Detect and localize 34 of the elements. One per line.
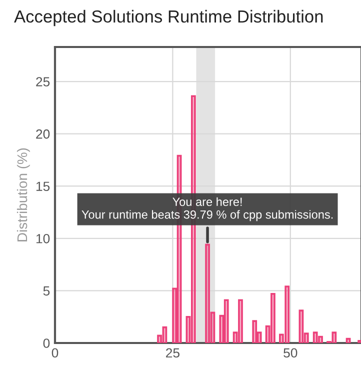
- y-tick-label: 20: [36, 129, 50, 139]
- y-tick-label: 10: [36, 234, 50, 244]
- x-tick-label: 0: [52, 348, 58, 358]
- annotation: You are here! Your runtime beats 39.79 % of cpp submissions.: [82, 197, 333, 222]
- bar: [270, 292, 276, 343]
- bar: [172, 288, 178, 343]
- x-tick-label: 50: [284, 348, 298, 358]
- bar: [232, 332, 238, 343]
- chart-title: Accepted Solutions Runtime Distribution: [14, 10, 323, 26]
- bar: [219, 314, 224, 343]
- bar: [157, 334, 162, 343]
- bar: [318, 336, 323, 343]
- bar: [298, 310, 304, 343]
- bar: [284, 286, 290, 343]
- bar: [279, 334, 284, 343]
- bar: [162, 326, 168, 343]
- bar: [252, 320, 258, 343]
- y-tick-label: 0: [43, 338, 50, 348]
- y-tick-label: 5: [43, 286, 50, 296]
- bar: [224, 299, 229, 343]
- bar: [304, 332, 309, 343]
- bar: [256, 332, 262, 343]
- bar: [332, 332, 337, 343]
- bar: [346, 338, 351, 343]
- bar: [205, 244, 210, 343]
- x-tick-label: 25: [166, 348, 180, 358]
- y-tick-label: 15: [36, 182, 50, 192]
- bar: [238, 299, 243, 343]
- bar: [265, 325, 270, 343]
- bar: [210, 312, 216, 343]
- bar: [312, 332, 318, 343]
- y-axis-title: Distribution (%): [16, 148, 30, 242]
- y-tick-label: 25: [36, 77, 50, 86]
- bar: [186, 316, 191, 343]
